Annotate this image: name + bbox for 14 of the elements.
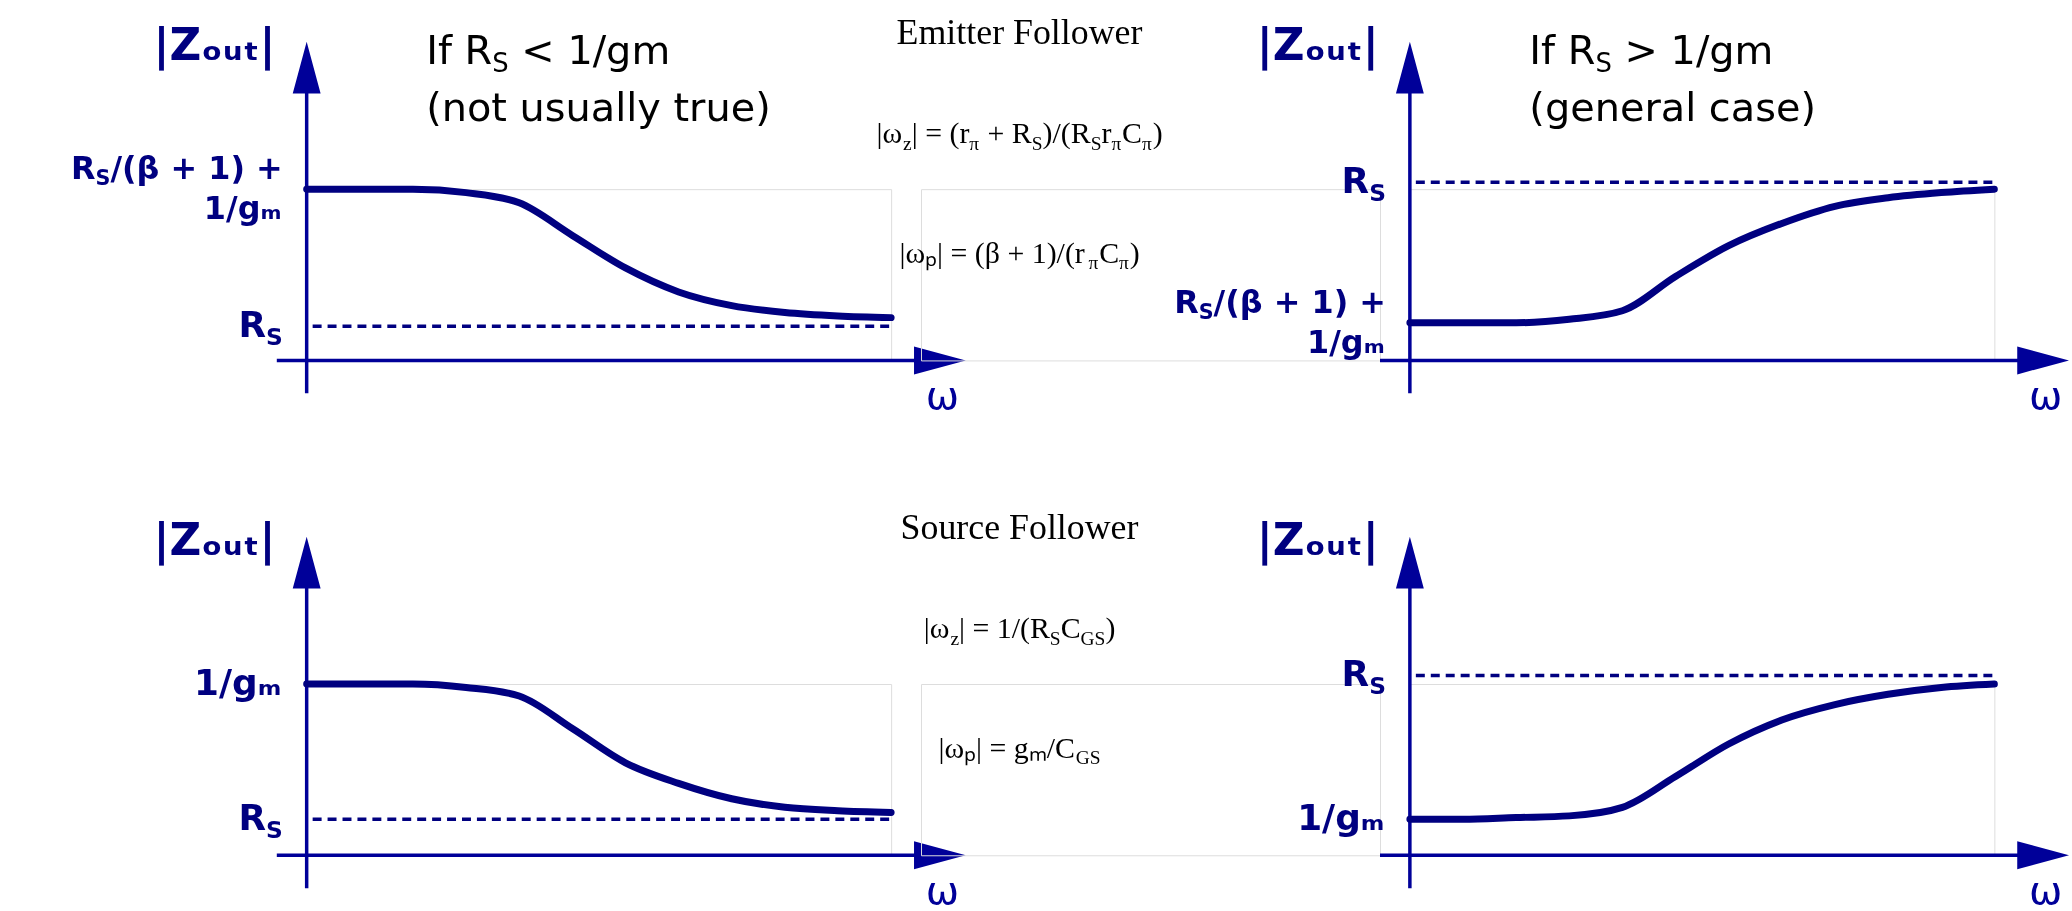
y-axis-title: |Zₒᵤₜ| — [1256, 19, 1379, 72]
x-axis-title: ω — [925, 371, 960, 418]
y-axis-title: |Zₒᵤₜ| — [153, 514, 276, 567]
chart-subtitle: (general case) — [1529, 84, 1816, 131]
text: 1/gₘ — [1297, 797, 1385, 839]
y-axis-title: |Zₒᵤₜ| — [1256, 514, 1379, 567]
chart-subtitle: (not usually true) — [426, 84, 771, 131]
y-axis-title: |Zₒᵤₜ| — [153, 19, 276, 72]
text: Source Follower — [900, 506, 1139, 547]
x-axis-title: ω — [925, 866, 960, 911]
x-axis-title: ω — [2028, 371, 2063, 418]
text: Emitter Follower — [896, 11, 1143, 52]
x-axis-title: ω — [2028, 866, 2063, 911]
text: 1/gₘ — [193, 661, 282, 703]
